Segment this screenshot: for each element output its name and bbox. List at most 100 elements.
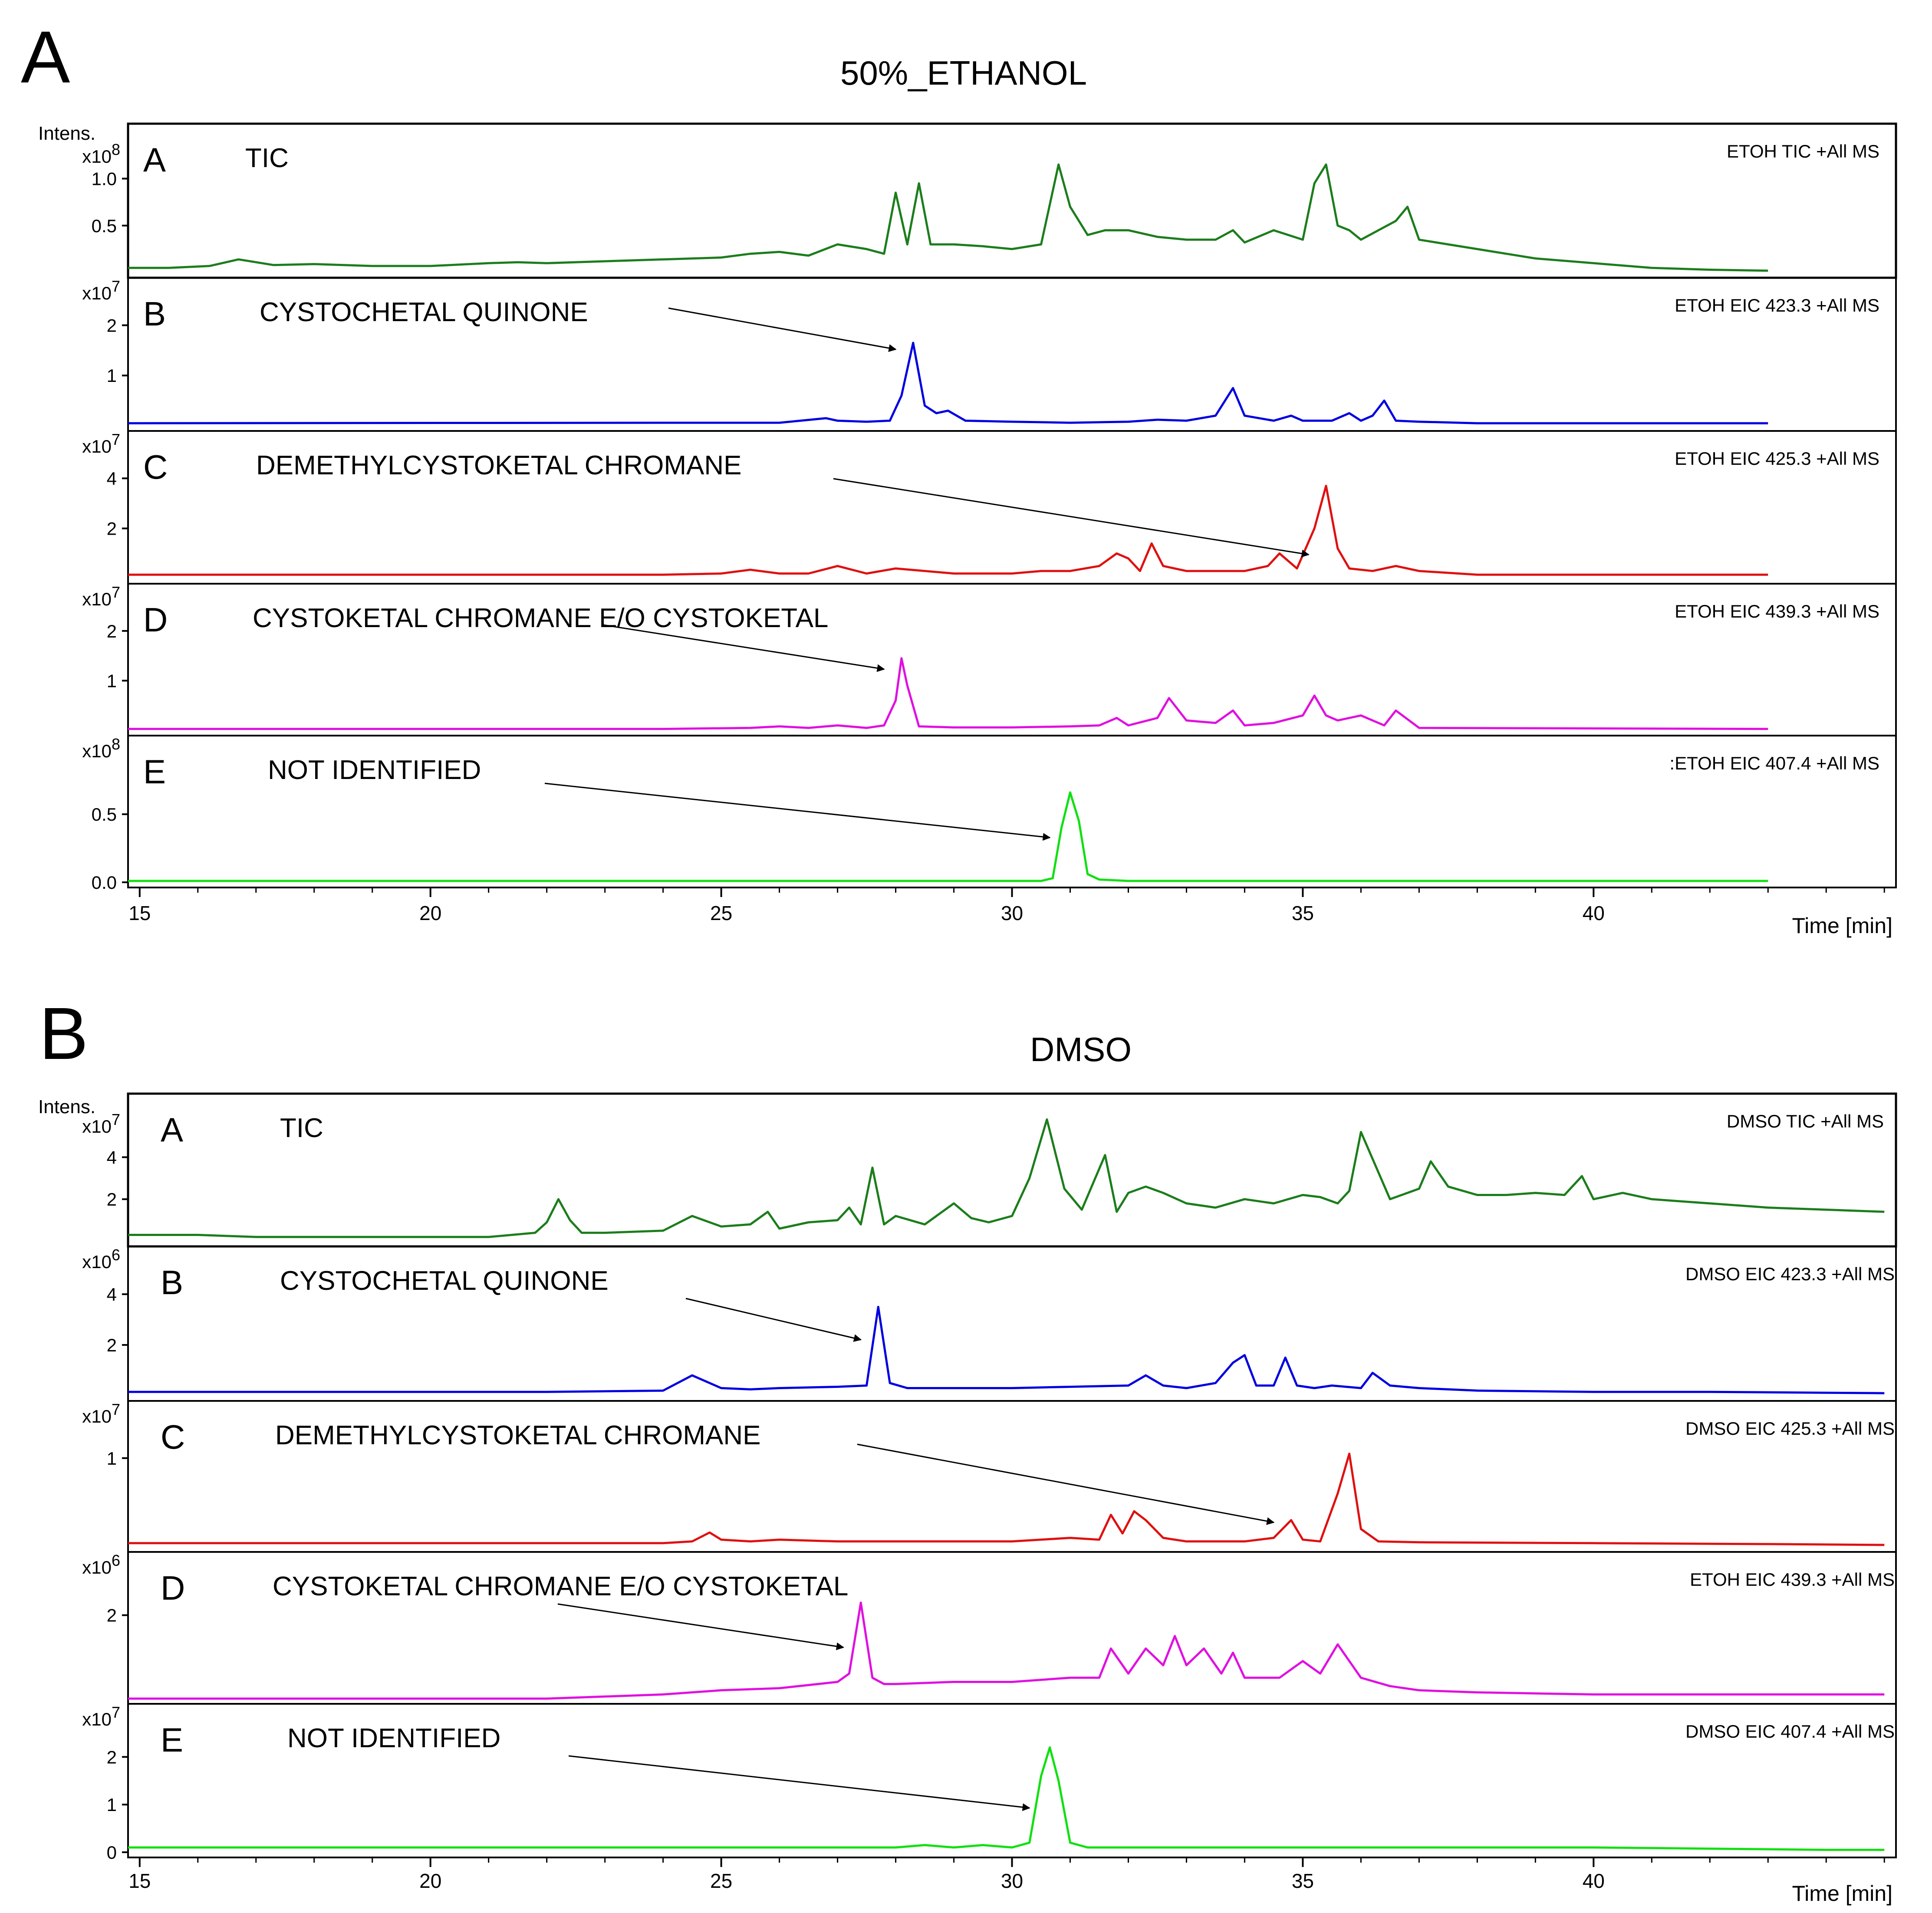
y-tick-label: 0.5	[92, 804, 117, 825]
y-tick-label: 0.0	[92, 872, 117, 893]
subplot-c-series-line	[128, 1453, 1885, 1546]
subplot-e-series-line	[128, 791, 1768, 882]
y-tick-label: 0	[107, 1842, 117, 1863]
y-tick-label: 2	[107, 315, 117, 335]
x-tick-label: 35	[1292, 902, 1314, 924]
subplot-b-annotation-arrow	[685, 1298, 862, 1342]
subplot-e-scale-exponent: 8	[112, 735, 120, 753]
subplot-a-series-line	[128, 163, 1768, 272]
subplot-b-compound-name: CYSTOCHETAL QUINONE	[260, 297, 588, 327]
subplot-a-compound-name: TIC	[280, 1113, 323, 1143]
y-tick-label: 4	[107, 1284, 117, 1305]
subplot-e-trace-label: :ETOH EIC 407.4 +All MS	[1669, 753, 1879, 773]
subplot-d-trace-label: ETOH EIC 439.3 +All MS	[1690, 1569, 1895, 1590]
panel-B-label: B	[39, 993, 88, 1075]
subplot-d-series-line	[128, 657, 1768, 730]
subplot-e-trace-label: DMSO EIC 407.4 +All MS	[1685, 1721, 1895, 1742]
subplot-b-series-line	[128, 1305, 1885, 1394]
subplot-d-series-line	[128, 1601, 1885, 1700]
subplot-a-scale-exponent: 8	[112, 141, 120, 158]
panel-A-xlabel: Time [min]	[1792, 914, 1893, 938]
subplot-e-compound-name: NOT IDENTIFIED	[287, 1723, 500, 1753]
x-tick-label: 15	[128, 902, 151, 924]
y-tick-label: 1	[107, 671, 117, 691]
subplot-c-compound-name: DEMETHYLCYSTOKETAL CHROMANE	[275, 1420, 760, 1450]
subplot-c-annotation-arrow	[857, 1443, 1275, 1525]
x-tick-label: 20	[419, 902, 441, 924]
y-tick-label: 2	[107, 621, 117, 641]
x-tick-label: 25	[710, 902, 732, 924]
subplot-b-trace-label: ETOH EIC 423.3 +All MS	[1675, 295, 1879, 316]
subplot-b-annotation-arrow	[668, 307, 897, 352]
panel-A-label: A	[21, 16, 70, 99]
subplot-c-annotation-arrow	[833, 478, 1310, 558]
panel-B-xlabel: Time [min]	[1792, 1881, 1893, 1906]
subplot-a-series-line	[128, 1118, 1885, 1238]
subplot-d-annotation-arrow	[557, 1603, 844, 1650]
subplot-c-series-line	[128, 485, 1768, 576]
subplot-b-letter: B	[161, 1263, 183, 1302]
subplot-e-annotation-arrow	[568, 1755, 1030, 1811]
y-tick-label: 4	[107, 1147, 117, 1167]
subplot-b-trace-label: DMSO EIC 423.3 +All MS	[1685, 1264, 1895, 1284]
subplot-c-letter: C	[161, 1418, 185, 1456]
subplot-c-compound-name: DEMETHYLCYSTOKETAL CHROMANE	[256, 450, 741, 480]
subplot-b-scale-exponent: 7	[112, 277, 120, 295]
x-tick-label: 30	[1001, 1870, 1023, 1892]
y-tick-label: 2	[107, 1747, 117, 1767]
x-tick-label: 25	[710, 1870, 732, 1892]
subplot-b-scale-exponent: 6	[112, 1246, 120, 1264]
subplot-c-scale-exponent: 7	[112, 1400, 120, 1418]
subplot-a-compound-name: TIC	[245, 143, 289, 173]
panel-A-title: 50%_ETHANOL	[840, 54, 1087, 92]
subplot-e-annotation-arrow	[544, 782, 1051, 841]
subplot-e-compound-name: NOT IDENTIFIED	[268, 755, 481, 785]
y-tick-label: 2	[107, 1605, 117, 1626]
y-tick-label: 4	[107, 468, 117, 489]
subplot-e-series-line	[128, 1746, 1885, 1851]
x-tick-label: 40	[1583, 902, 1605, 924]
x-tick-label: 20	[419, 1870, 441, 1892]
subplot-d-trace-label: ETOH EIC 439.3 +All MS	[1675, 601, 1879, 621]
subplot-d-annotation-arrow	[603, 624, 885, 672]
subplot-c-trace-label: DMSO EIC 425.3 +All MS	[1685, 1418, 1895, 1439]
subplot-c-trace-label: ETOH EIC 425.3 +All MS	[1675, 448, 1879, 469]
y-tick-label: 1	[107, 1448, 117, 1469]
subplot-e-scale-exponent: 7	[112, 1703, 120, 1721]
subplot-a-letter: A	[143, 141, 166, 179]
subplot-d-compound-name: CYSTOKETAL CHROMANE E/O CYSTOKETAL	[273, 1571, 848, 1601]
subplot-e-letter: E	[143, 753, 166, 791]
subplot-e-letter: E	[161, 1721, 183, 1759]
y-tick-label: 2	[107, 1335, 117, 1355]
x-tick-label: 35	[1292, 1870, 1314, 1892]
subplot-d-scale-exponent: 6	[112, 1551, 120, 1569]
y-tick-label: 2	[107, 1189, 117, 1210]
panel-B-intens-label: Intens.	[38, 1096, 95, 1118]
x-tick-label: 15	[128, 1870, 151, 1892]
subplot-c-letter: C	[143, 448, 168, 486]
subplot-a-trace-label: DMSO TIC +All MS	[1727, 1111, 1884, 1131]
subplot-a-letter: A	[161, 1111, 183, 1149]
y-tick-label: 1	[107, 365, 117, 386]
subplot-b-series-line	[128, 342, 1768, 424]
subplot-c-scale-exponent: 7	[112, 431, 120, 448]
y-tick-label: 1	[107, 1795, 117, 1815]
subplot-a-trace-label: ETOH TIC +All MS	[1727, 141, 1879, 161]
panel-A-intens-label: Intens.	[38, 123, 95, 144]
subplot-a-scale-exponent: 7	[112, 1111, 120, 1128]
y-tick-label: 2	[107, 519, 117, 539]
subplot-d-letter: D	[143, 601, 168, 639]
y-tick-label: 1.0	[92, 169, 117, 189]
subplot-d-scale-exponent: 7	[112, 583, 120, 601]
subplot-d-letter: D	[161, 1569, 185, 1607]
subplot-b-compound-name: CYSTOCHETAL QUINONE	[280, 1266, 609, 1296]
subplot-d-compound-name: CYSTOKETAL CHROMANE E/O CYSTOKETAL	[253, 603, 828, 633]
panel-B-title: DMSO	[1030, 1030, 1132, 1068]
x-tick-label: 40	[1583, 1870, 1605, 1892]
subplot-b-letter: B	[143, 295, 166, 333]
x-tick-label: 30	[1001, 902, 1023, 924]
